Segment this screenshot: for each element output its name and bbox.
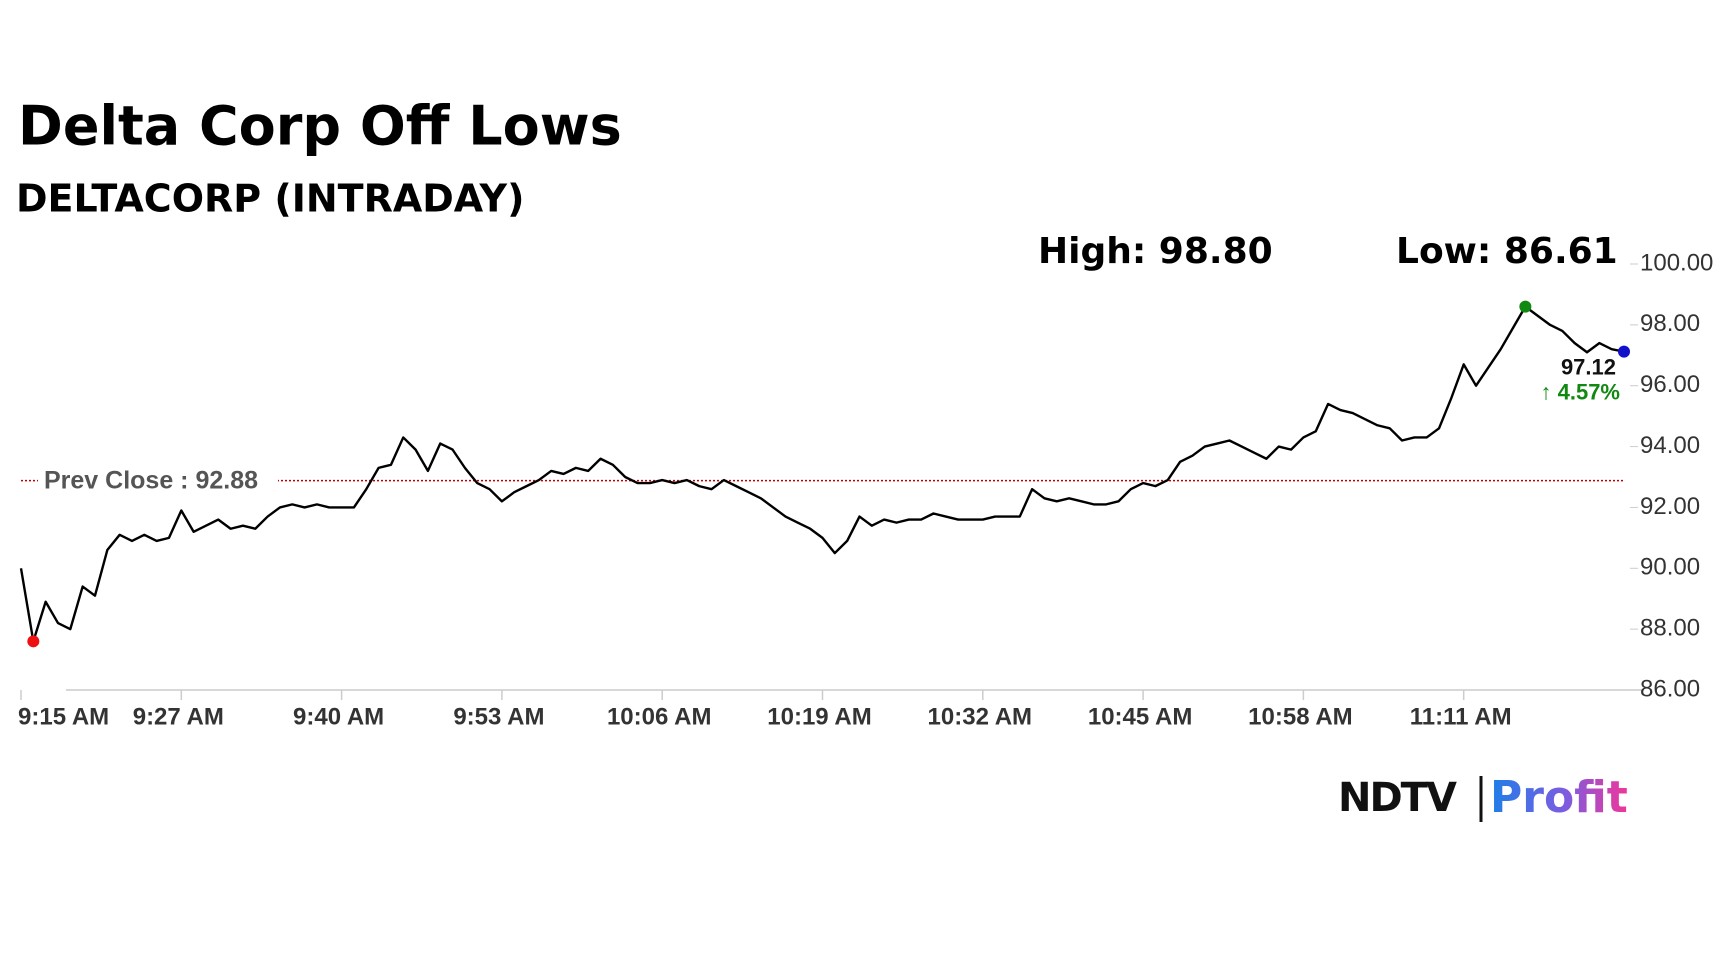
chart-title: Delta Corp Off Lows xyxy=(18,95,622,158)
x-tick-label: 9:53 AM xyxy=(453,703,544,730)
low-dot xyxy=(27,635,40,648)
x-tick-label: 9:40 AM xyxy=(293,703,384,730)
last-value-label: 97.12 xyxy=(1561,354,1616,379)
y-tick-label: 94.00 xyxy=(1640,432,1700,459)
low-label: Low: 86.61 xyxy=(1396,231,1618,272)
last-dot xyxy=(1618,345,1630,358)
high-label: High: 98.80 xyxy=(1038,231,1273,272)
change-label: ↑ 4.57% xyxy=(1541,379,1621,404)
y-tick-label: 92.00 xyxy=(1640,493,1700,520)
y-tick-label: 88.00 xyxy=(1640,614,1700,641)
x-tick-label: 10:06 AM xyxy=(607,703,711,730)
price-line xyxy=(19,305,1625,643)
y-tick-label: 98.00 xyxy=(1640,310,1700,337)
x-tick-label: 10:45 AM xyxy=(1088,703,1192,730)
high-dot xyxy=(1519,300,1532,313)
y-tick-label: 100.00 xyxy=(1640,249,1713,276)
prev-close-bg xyxy=(38,464,278,497)
prev-close-label: Prev Close : 92.88 xyxy=(44,466,258,494)
logo-profit: Profit xyxy=(1490,772,1628,823)
x-tick-label: 9:27 AM xyxy=(133,703,224,730)
x-tick-label: 10:32 AM xyxy=(928,703,1032,730)
y-tick-label: 86.00 xyxy=(1640,675,1700,702)
logo-ndtv: NDTV xyxy=(1338,775,1457,821)
x-tick-label: 11:11 AM xyxy=(1410,703,1512,730)
x-tick-label: 10:19 AM xyxy=(767,703,871,730)
y-tick-label: 90.00 xyxy=(1640,554,1700,581)
x-tick-label: 9:15 AM xyxy=(18,703,109,730)
chart-subtitle: DELTACORP (INTRADAY) xyxy=(16,177,524,221)
x-tick-label: 10:58 AM xyxy=(1248,703,1352,730)
y-tick-label: 96.00 xyxy=(1640,371,1700,398)
